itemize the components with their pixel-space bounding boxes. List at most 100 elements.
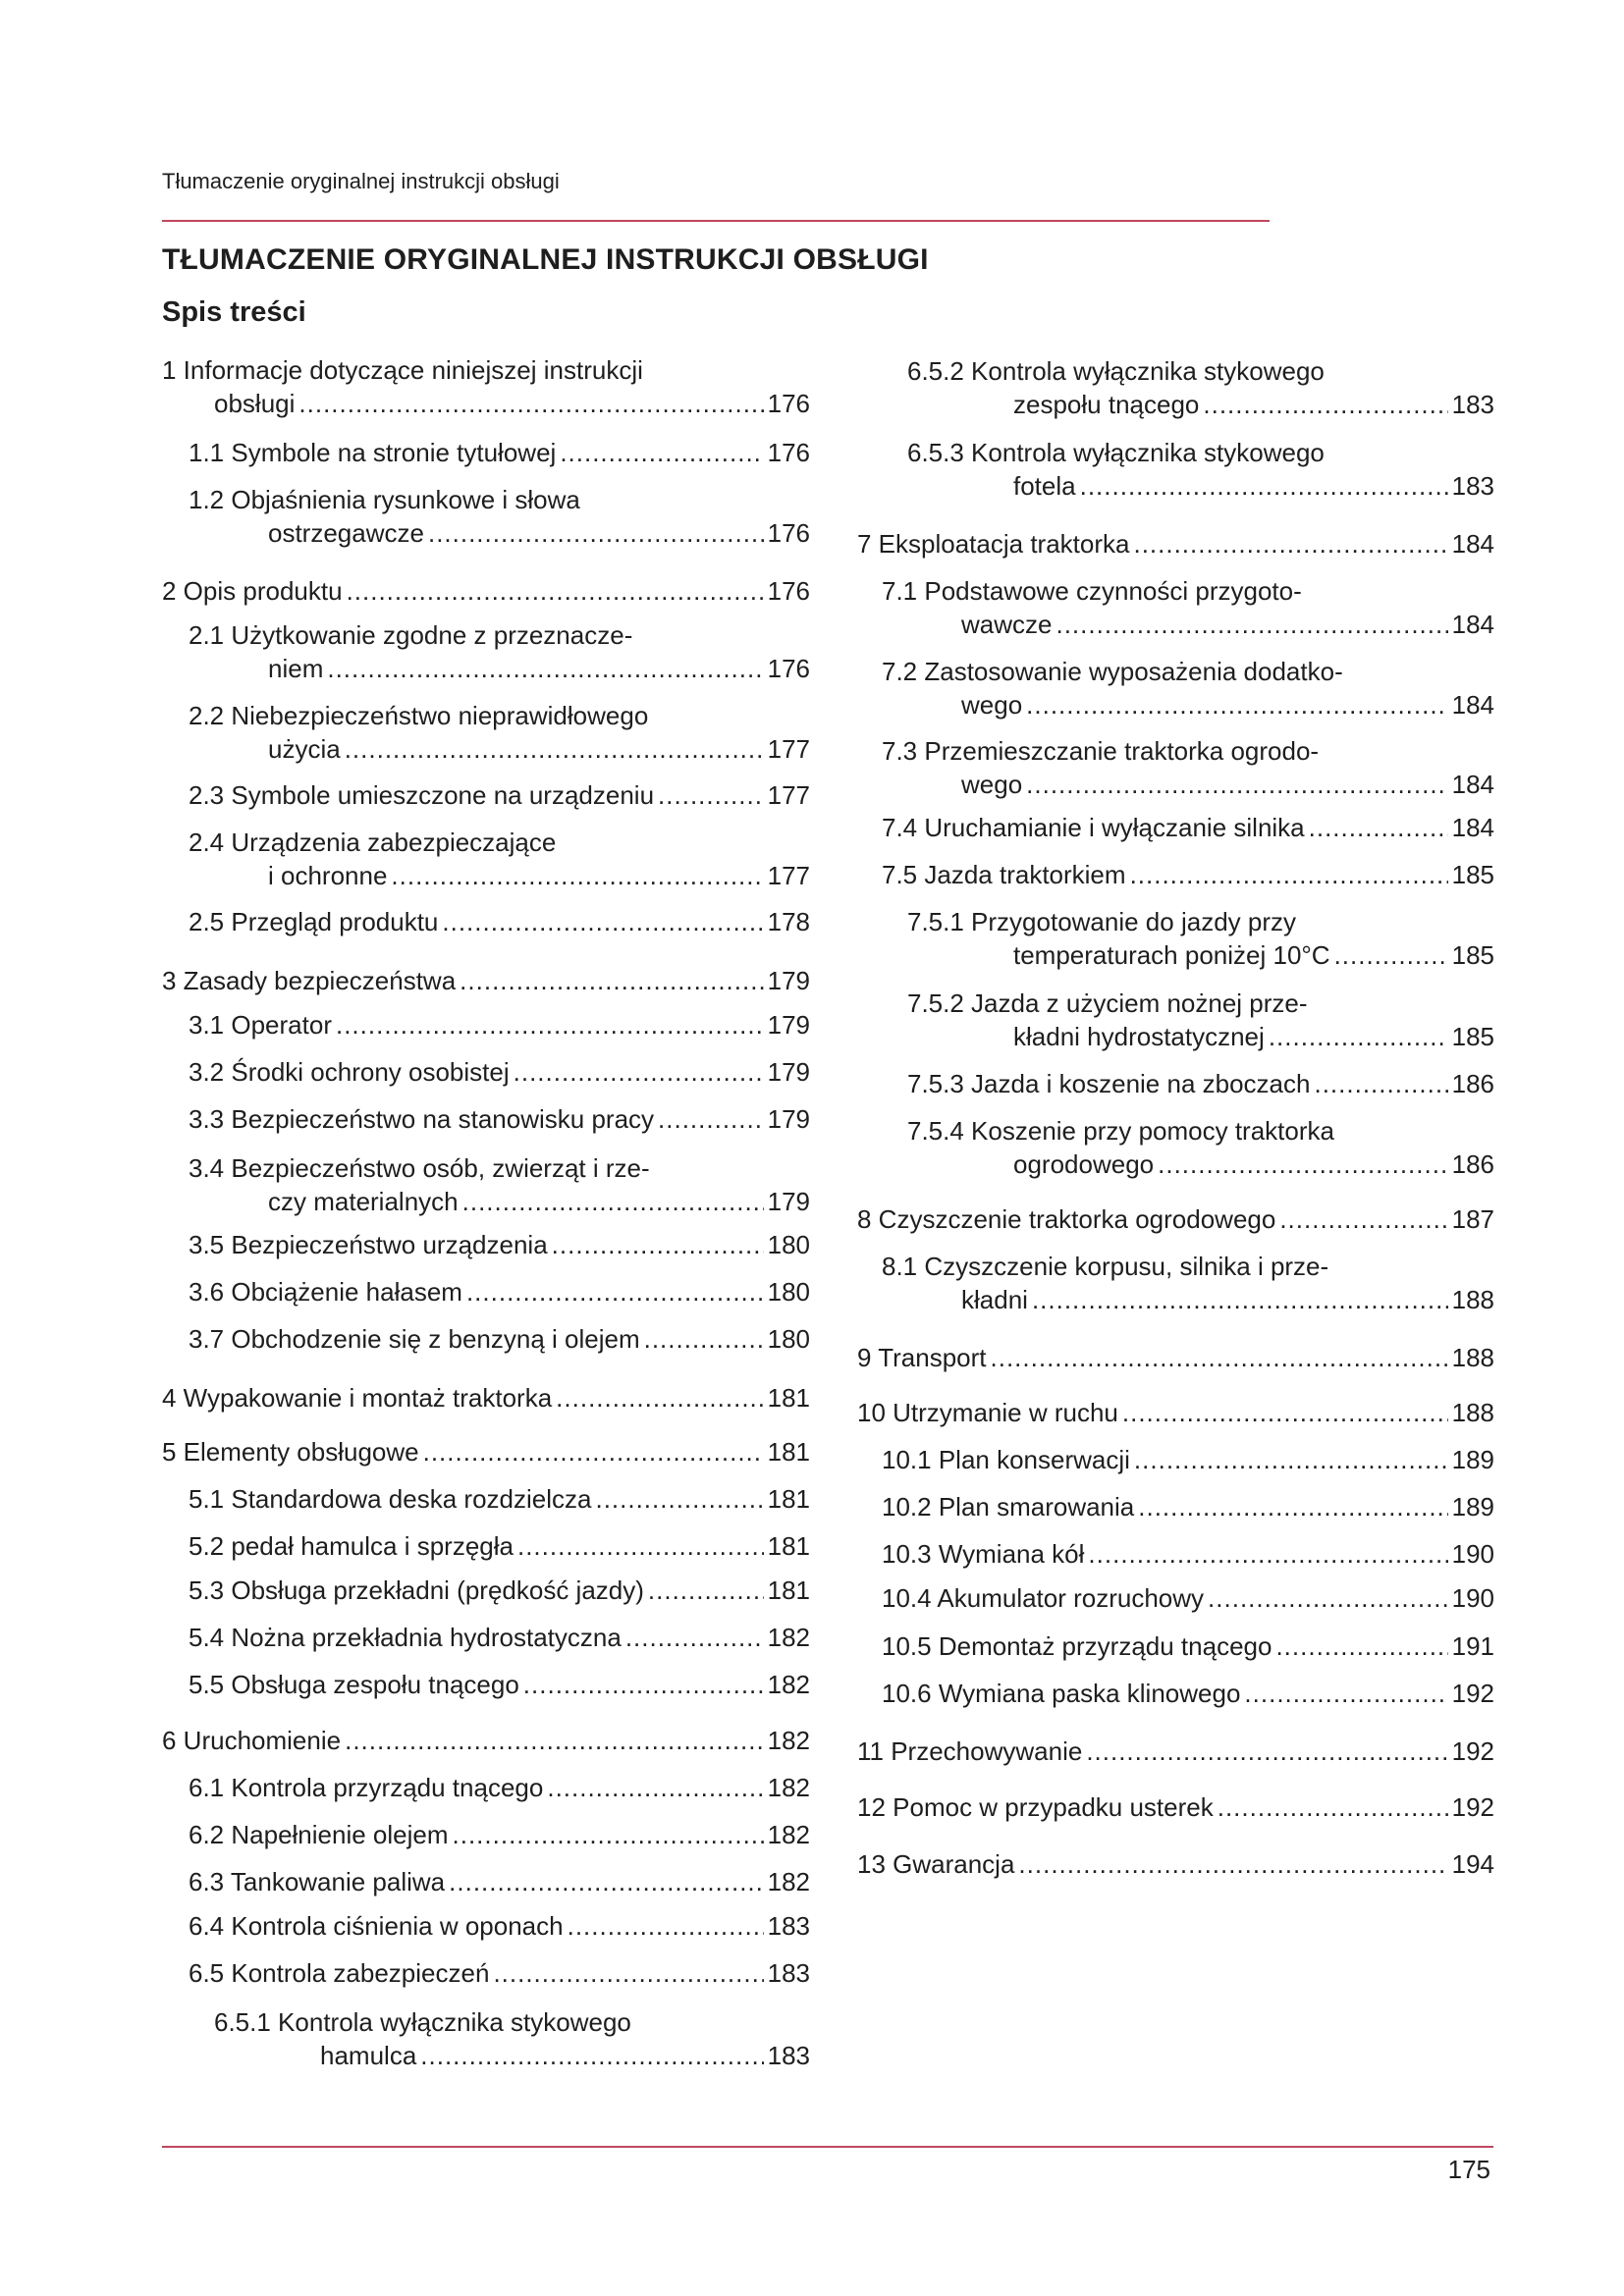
toc-entry[interactable]: 11 Przechowywanie 192 (857, 1735, 1494, 1768)
toc-entry[interactable]: 7.5.2 Jazda z użyciem nożnej prze-kładni… (907, 987, 1494, 1053)
toc-entry[interactable]: 3.3 Bezpieczeństwo na stanowisku pracy 17… (189, 1102, 810, 1136)
dot-leader (466, 1275, 764, 1308)
toc-entry[interactable]: 1.1 Symbole na stronie tytułowej 176 (189, 436, 810, 469)
dot-leader (327, 652, 763, 685)
toc-entry[interactable]: 6.5.1 Kontrola wyłącznika stykowego hamul… (214, 2005, 810, 2072)
toc-entry-title: 8.1 Czyszczenie korpusu, silnika i prze- (882, 1252, 1329, 1281)
toc-entry-title-continuation: niem (268, 653, 324, 683)
toc-entry[interactable]: 8.1 Czyszczenie korpusu, silnika i prze-… (882, 1250, 1494, 1316)
toc-entry-title: 2 Opis produktu (162, 575, 343, 606)
toc-entry[interactable]: 3.7 Obchodzenie się z benzyną i olejem 18… (189, 1322, 810, 1356)
toc-entry[interactable]: 5.1 Standardowa deska rozdzielcza 181 (189, 1482, 810, 1516)
toc-entry[interactable]: 7.4 Uruchamianie i wyłączanie silnika 184 (882, 811, 1494, 844)
toc-entry[interactable]: 6.5.2 Kontrola wyłącznika stykowego zespo… (907, 354, 1494, 421)
toc-entry[interactable]: 2.4 Urządzenia zabezpieczające i ochronne… (189, 826, 810, 892)
toc-entry[interactable]: 1 Informacje dotyczące niniejszej instru… (162, 353, 810, 420)
toc-entry[interactable]: 8 Czyszczenie traktorka ogrodowego 187 (857, 1202, 1494, 1236)
toc-page-number: 189 (1451, 1444, 1494, 1474)
toc-entry-title: 3.5 Bezpieczeństwo urządzenia (189, 1229, 548, 1259)
toc-entry-title-continuation: czy materialnych (268, 1186, 459, 1216)
toc-entry[interactable]: 5.5 Obsługa zespołu tnącego 182 (189, 1668, 810, 1701)
toc-entry[interactable]: 4 Wypakowanie i montaż traktorka 181 (162, 1381, 810, 1415)
toc-entry[interactable]: 5.2 pedał hamulca i sprzęgła 181 (189, 1529, 810, 1563)
toc-entry[interactable]: 3.6 Obciążenie hałasem 180 (189, 1275, 810, 1308)
toc-entry-title-continuation: fotela (1013, 470, 1076, 501)
toc-page-number: 184 (1451, 813, 1494, 842)
toc-entry[interactable]: 7.5.4 Koszenie przy pomocy traktorka ogro… (907, 1114, 1494, 1181)
dot-leader (1086, 1735, 1447, 1768)
toc-heading: Spis treści (162, 296, 306, 328)
toc-entry[interactable]: 3 Zasady bezpieczeństwa 179 (162, 964, 810, 997)
toc-entry[interactable]: 3.4 Bezpieczeństwo osób, zwierząt i rze-… (189, 1151, 810, 1218)
toc-entry[interactable]: 13 Gwarancja 194 (857, 1847, 1494, 1881)
toc-page-number: 183 (767, 1958, 810, 1988)
toc-entry[interactable]: 5 Elementy obsługowe 181 (162, 1435, 810, 1468)
toc-entry[interactable]: 6.2 Napełnienie olejem 182 (189, 1818, 810, 1851)
toc-entry[interactable]: 2.1 Użytkowanie zgodne z przeznacze-niem… (189, 618, 810, 685)
dot-leader (560, 436, 763, 469)
toc-entry-title: 4 Wypakowanie i montaż traktorka (162, 1382, 553, 1413)
toc-page-number: 189 (1451, 1491, 1494, 1522)
toc-entry[interactable]: 7.5.3 Jazda i koszenie na zboczach 186 (907, 1067, 1494, 1100)
toc-entry[interactable]: 10.4 Akumulator rozruchowy 190 (882, 1581, 1494, 1615)
toc-entry-title: 5.3 Obsługa przekładni (prędkość jazdy) (189, 1575, 644, 1605)
toc-page-number: 185 (1451, 860, 1494, 889)
toc-entry[interactable]: 6.4 Kontrola ciśnienia w oponach 183 (189, 1909, 810, 1943)
toc-page-number: 181 (767, 1575, 810, 1605)
dot-leader (1309, 811, 1448, 844)
dot-leader (523, 1668, 764, 1701)
toc-entry[interactable]: 10.1 Plan konserwacji 189 (882, 1443, 1494, 1476)
toc-entry[interactable]: 3.5 Bezpieczeństwo urządzenia 180 (189, 1228, 810, 1261)
toc-entry[interactable]: 10.2 Plan smarowania 189 (882, 1490, 1494, 1523)
toc-entry[interactable]: 6.1 Kontrola przyrządu tnącego 182 (189, 1771, 810, 1804)
header-rule (162, 220, 1270, 222)
toc-page-number: 182 (767, 1773, 810, 1802)
toc-entry[interactable]: 2.5 Przegląd produktu 178 (189, 905, 810, 938)
toc-page-number: 184 (1451, 528, 1494, 559)
toc-entry-row: 7.5.3 Jazda i koszenie na zboczach 186 (907, 1067, 1494, 1100)
toc-entry-title: 7.5 Jazda traktorkiem (882, 860, 1126, 889)
toc-entry[interactable]: 10.5 Demontaż przyrządu tnącego 191 (882, 1629, 1494, 1663)
toc-entry[interactable]: 2 Opis produktu 176 (162, 574, 810, 608)
dot-leader (1279, 1202, 1447, 1236)
toc-entry-title: 10.3 Wymiana kół (882, 1538, 1085, 1569)
toc-entry[interactable]: 7 Eksploatacja traktorka 184 (857, 527, 1494, 561)
toc-entry-continuation-row: wego 184 (882, 768, 1494, 801)
toc-entry[interactable]: 7.5 Jazda traktorkiem 185 (882, 858, 1494, 891)
toc-entry[interactable]: 10.6 Wymiana paska klinowego 192 (882, 1677, 1494, 1710)
toc-entry-title-continuation: temperaturach poniżej 10°C (1013, 940, 1330, 970)
toc-entry[interactable]: 6.5.3 Kontrola wyłącznika stykowego fotel… (907, 436, 1494, 503)
toc-entry-continuation-row: wego 184 (882, 688, 1494, 721)
toc-entry-title: 2.2 Niebezpieczeństwo nieprawidłowego (189, 701, 649, 730)
dot-leader (1026, 768, 1447, 801)
toc-entry[interactable]: 6.3 Tankowanie paliwa 182 (189, 1865, 810, 1898)
toc-entry[interactable]: 7.5.1 Przygotowanie do jazdy przy tempera… (907, 905, 1494, 972)
toc-entry[interactable]: 10 Utrzymanie w ruchu 188 (857, 1396, 1494, 1429)
toc-entry-title: 2.5 Przegląd produktu (189, 907, 439, 936)
toc-entry[interactable]: 7.3 Przemieszczanie traktorka ogrodo-weg… (882, 734, 1494, 801)
toc-entry[interactable]: 5.3 Obsługa przekładni (prędkość jazdy) 1… (189, 1574, 810, 1607)
toc-entry-title: 10.2 Plan smarowania (882, 1491, 1135, 1522)
toc-entry[interactable]: 7.1 Podstawowe czynności przygoto-wawcze… (882, 574, 1494, 641)
toc-entry[interactable]: 7.2 Zastosowanie wyposażenia dodatko-weg… (882, 655, 1494, 721)
toc-entry[interactable]: 5.4 Nożna przekładnia hydrostatyczna 182 (189, 1621, 810, 1654)
toc-page-number: 187 (1451, 1204, 1494, 1234)
toc-entry[interactable]: 9 Transport 188 (857, 1341, 1494, 1374)
toc-entry[interactable]: 10.3 Wymiana kół 190 (882, 1537, 1494, 1571)
toc-entry-row: 6.1 Kontrola przyrządu tnącego 182 (189, 1771, 810, 1804)
toc-entry-row: 7.5 Jazda traktorkiem 185 (882, 858, 1494, 891)
toc-entry[interactable]: 1.2 Objaśnienia rysunkowe i słowa ostrzeg… (189, 483, 810, 550)
toc-entry-title-continuation: hamulca (320, 2040, 417, 2070)
toc-entry[interactable]: 6.5 Kontrola zabezpieczeń 183 (189, 1956, 810, 1990)
toc-entry[interactable]: 12 Pomoc w przypadku usterek 192 (857, 1790, 1494, 1824)
toc-entry[interactable]: 3.2 Środki ochrony osobistej 179 (189, 1055, 810, 1089)
toc-entry-continuation-row: wawcze 184 (882, 608, 1494, 641)
toc-entry-continuation-row: czy materialnych 179 (189, 1185, 810, 1218)
toc-entry[interactable]: 2.3 Symbole umieszczone na urządzeniu 177 (189, 778, 810, 812)
dot-leader (1203, 388, 1447, 421)
toc-entry[interactable]: 2.2 Niebezpieczeństwo nieprawidłowego uży… (189, 699, 810, 766)
toc-entry[interactable]: 6 Uruchomienie 182 (162, 1724, 810, 1757)
toc-entry[interactable]: 3.1 Operator 179 (189, 1008, 810, 1041)
toc-page-number: 182 (767, 1623, 810, 1652)
toc-page-number: 176 (767, 575, 810, 606)
